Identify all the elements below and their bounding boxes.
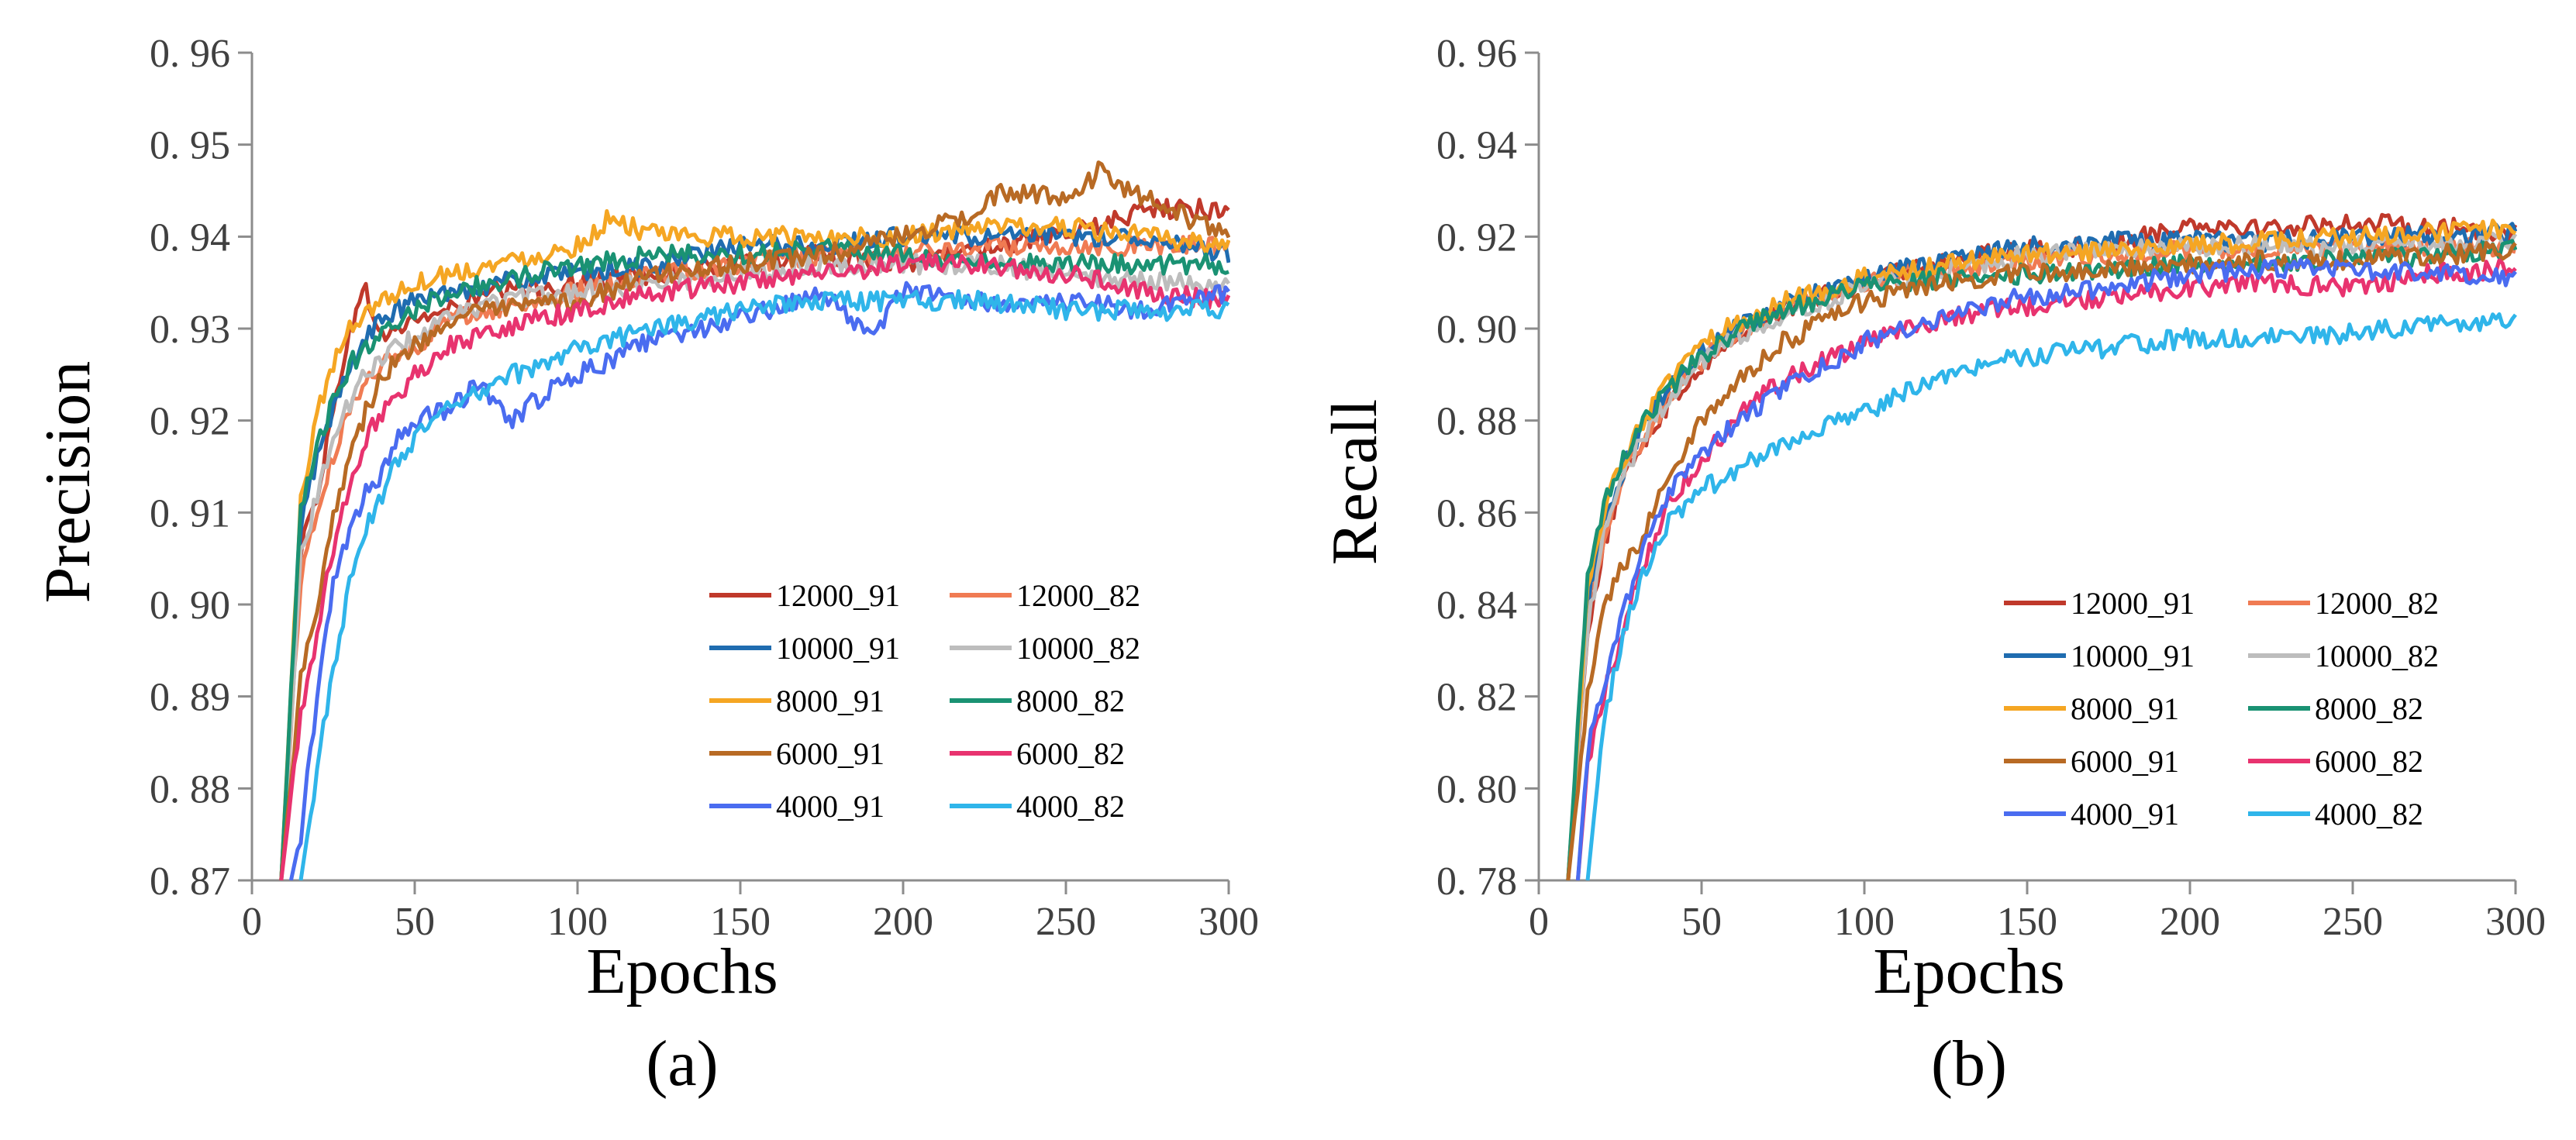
- series-line-10000_91: [279, 225, 1230, 880]
- series-line-12000_91: [1566, 212, 2517, 880]
- legend-label: 8000_82: [1016, 684, 1125, 718]
- x-tick-label: 250: [1036, 900, 1096, 944]
- y-tick-label: 0. 80: [1436, 767, 1517, 811]
- series-line-4000_82: [1585, 312, 2517, 880]
- y-tick-label: 0. 94: [1436, 124, 1517, 168]
- y-tick-label: 0. 78: [1436, 859, 1517, 904]
- series-line-8000_91: [1566, 219, 2517, 880]
- legend-label: 12000_91: [776, 578, 900, 613]
- legend-label: 10000_91: [776, 631, 900, 666]
- y-tick-label: 0. 95: [150, 124, 230, 168]
- series-line-6000_91: [1566, 240, 2517, 880]
- legend-label: 6000_82: [2315, 744, 2423, 779]
- x-tick-label: 50: [395, 900, 435, 944]
- legend-label: 6000_82: [1016, 736, 1125, 771]
- legend-label: 12000_82: [2315, 586, 2439, 621]
- series-line-4000_91: [1575, 257, 2517, 880]
- panel-caption: (b): [1931, 1028, 2007, 1100]
- series-line-10000_91: [1566, 222, 2517, 880]
- y-axis-title: Precision: [32, 361, 104, 604]
- legend-label: 4000_82: [2315, 797, 2423, 832]
- x-tick-label: 0: [1529, 900, 1549, 944]
- y-tick-label: 0. 92: [1436, 215, 1517, 260]
- legend-label: 10000_82: [2315, 639, 2439, 673]
- series-line-8000_82: [279, 238, 1229, 880]
- legend-label: 8000_91: [776, 684, 885, 718]
- legend: 12000_91 12000_82 10000_91 10000_82 8000_91 8…: [2004, 586, 2439, 832]
- plot-area: [1566, 212, 2517, 880]
- x-tick-label: 150: [1997, 900, 2057, 944]
- y-tick-label: 0. 82: [1436, 676, 1517, 720]
- panel-caption: (a): [646, 1028, 718, 1100]
- y-tick-label: 0. 92: [150, 400, 230, 444]
- legend: 12000_91 12000_82 10000_91 10000_82 8000_91 8…: [709, 578, 1140, 824]
- x-tick-label: 200: [873, 900, 933, 944]
- y-tick-label: 0. 89: [150, 676, 230, 720]
- y-axis-title: Recall: [1319, 399, 1391, 566]
- x-tick-label: 300: [1198, 900, 1259, 944]
- y-tick-label: 0. 96: [1436, 32, 1517, 76]
- legend-label: 4000_82: [1016, 789, 1125, 824]
- x-tick-label: 250: [2323, 900, 2383, 944]
- chart-panel-a: 0. 87 0. 88 0. 89 0. 90 0. 91 0. 92 0. 93 0. 94…: [32, 32, 1259, 1100]
- x-axis-title: Epochs: [1873, 935, 2064, 1007]
- y-tick-label: 0. 88: [1436, 400, 1517, 444]
- legend-label: 4000_91: [2071, 797, 2179, 832]
- legend-label: 6000_91: [2071, 744, 2179, 779]
- legend-label: 6000_91: [776, 736, 885, 771]
- y-tick-label: 0. 91: [150, 491, 230, 536]
- legend-label: 8000_82: [2315, 691, 2423, 726]
- series-line-6000_91: [279, 160, 1230, 880]
- x-tick-label: 200: [2160, 900, 2220, 944]
- series-line-6000_82: [279, 253, 1230, 880]
- y-tick-label: 0. 90: [150, 584, 230, 628]
- chart-panel-b: 0. 78 0. 80 0. 82 0. 84 0. 86 0. 88 0. 90 0. 92…: [1319, 32, 2546, 1100]
- y-tick-label: 0. 87: [150, 859, 230, 904]
- y-tick-label: 0. 86: [1436, 491, 1517, 536]
- legend-label: 12000_91: [2071, 586, 2195, 621]
- y-tick-label: 0. 93: [150, 308, 230, 352]
- y-tick-label: 0. 90: [1436, 308, 1517, 352]
- x-tick-label: 50: [1681, 900, 1722, 944]
- x-tick-label: 0: [242, 900, 262, 944]
- legend-label: 4000_91: [776, 789, 885, 824]
- x-tick-label: 150: [710, 900, 771, 944]
- legend-label: 12000_82: [1016, 578, 1140, 613]
- series-line-4000_82: [298, 289, 1230, 880]
- x-tick-label: 100: [547, 900, 608, 944]
- legend-label: 8000_91: [2071, 691, 2179, 726]
- plot-area: [279, 160, 1230, 880]
- y-tick-label: 0. 88: [150, 767, 230, 811]
- legend-label: 10000_91: [2071, 639, 2195, 673]
- x-tick-label: 300: [2485, 900, 2546, 944]
- y-tick-label: 0. 96: [150, 32, 230, 76]
- legend-label: 10000_82: [1016, 631, 1140, 666]
- y-tick-label: 0. 84: [1436, 584, 1517, 628]
- series-line-8000_91: [279, 208, 1230, 880]
- x-tick-label: 100: [1834, 900, 1895, 944]
- y-tick-label: 0. 94: [150, 215, 230, 260]
- series-line-6000_82: [1575, 258, 2517, 880]
- x-axis-title: Epochs: [586, 935, 778, 1007]
